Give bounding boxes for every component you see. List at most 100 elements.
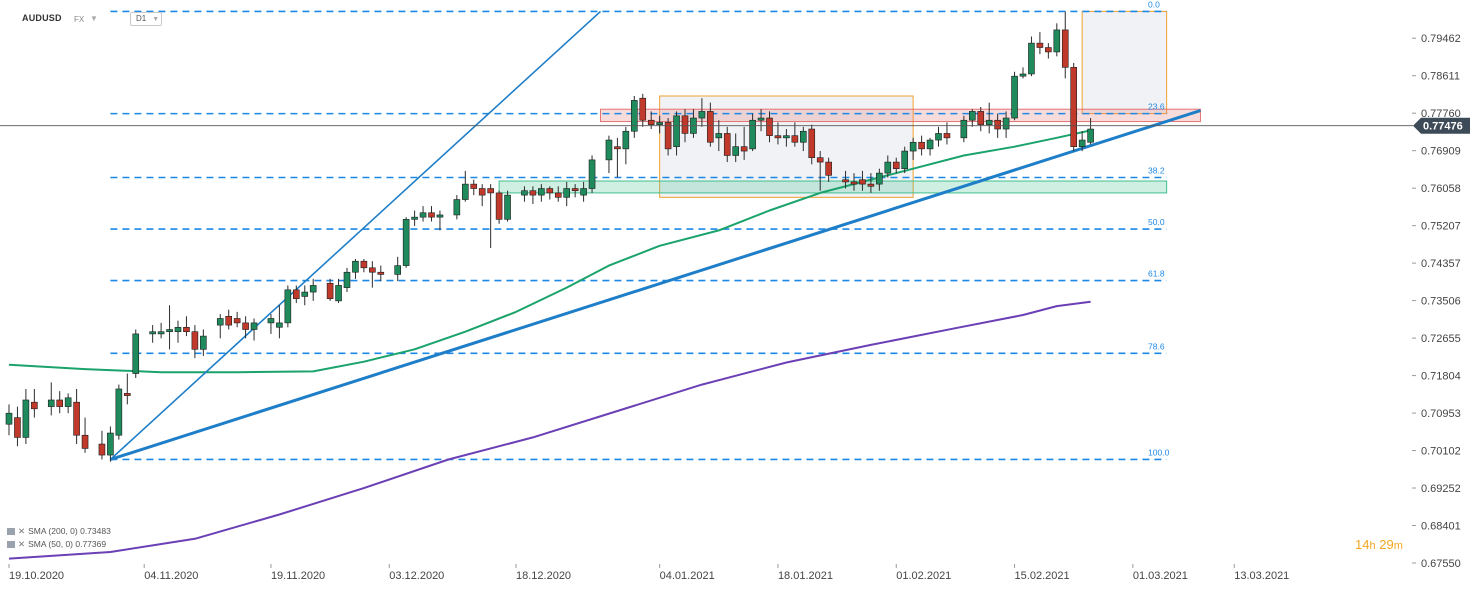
candle-body [783,135,790,139]
candle-body [478,188,486,196]
candle-body [926,139,934,150]
timeframe-label: D1 [136,14,147,23]
candle-body [64,397,72,407]
candle-body [884,161,892,174]
fib-level-label: 0.0 [1148,0,1160,9]
support-zone [498,180,1168,194]
candle-body [22,399,30,438]
sma200-line [8,300,1091,560]
y-tick-label: 0.75207 [1421,221,1461,233]
close-icon[interactable]: ✕ [18,526,26,536]
candle-body [867,183,875,187]
candle-body [546,188,554,194]
y-tick-label: 0.79462 [1421,33,1461,45]
fib-level-label: 23.6 [1148,102,1165,112]
y-tick-label: 0.70953 [1421,408,1461,420]
candle-body [233,318,241,324]
indicator-sma50[interactable]: ✕ SMA (50, 0) 0.77369 [7,538,106,550]
candle-body [985,119,993,125]
x-tick-label: 18.01.2021 [778,570,833,582]
settings-icon[interactable] [7,528,15,536]
candle-body [960,119,968,139]
y-tick-label: 0.68401 [1421,521,1461,533]
fib-level-label: 78.6 [1148,341,1165,351]
candle-body [529,190,537,196]
candle-body [352,260,359,273]
indicator-sma200[interactable]: ✕ SMA (200, 0) 0.73483 [7,525,111,537]
candle-body [977,111,985,125]
candle-body [5,412,13,425]
candle-body [715,133,723,139]
candle-body [1002,117,1010,130]
trendline-steep [109,10,602,461]
fib-level-label: 100.0 [1148,447,1170,457]
symbol-label[interactable]: AUDUSD [22,13,62,23]
current-price-tag [1413,117,1470,134]
x-tick-label: 19.10.2020 [9,570,64,582]
candle-body [816,157,824,163]
candle-body [360,260,368,269]
candle-body [850,181,858,185]
candle-body [808,128,816,158]
candle-body [157,331,165,335]
market-label: FX [74,15,85,24]
candle-body [56,399,64,407]
x-tick-label: 13.03.2021 [1234,570,1289,582]
chevron-down-icon[interactable]: ▼ [90,14,98,23]
candle-body [402,219,410,266]
candle-body [1011,75,1018,119]
candle-body [563,188,571,198]
indicator-sma50-label: SMA (50, 0) 0.77369 [28,539,107,549]
fib-level-label: 50.0 [1148,217,1165,227]
x-axis: 19.10.2020 04.11.2020 19.11.2020 03.12.2020… [8,564,1289,582]
x-tick-label: 04.11.2020 [144,570,198,582]
y-tick-label: 0.74357 [1421,258,1461,270]
candle-body [428,212,435,218]
candle-body [98,443,106,456]
close-icon[interactable]: ✕ [18,539,26,549]
candle-body [326,282,334,299]
y-tick-label: 0.76058 [1421,183,1461,195]
countdown-h: h [1369,540,1376,552]
indicator-sma200-label: SMA (200, 0) 0.73483 [28,526,111,536]
y-tick-label: 0.70102 [1421,446,1461,458]
fib-level-label: 61.8 [1148,269,1165,279]
candle-body [673,115,680,147]
trendline-layer [109,10,1201,461]
candle-body [1019,73,1027,77]
candle-body [419,212,427,218]
x-tick-label: 04.01.2021 [660,570,715,582]
countdown-m: m [1393,540,1403,552]
candle-body [622,130,630,150]
candle-body [200,335,207,350]
candle-body [968,111,976,121]
candle-body [935,133,942,141]
candle-body [1087,128,1094,143]
candle-body [267,318,275,324]
y-tick-label: 0.78611 [1421,71,1460,83]
candle-body [630,100,638,132]
timeframe-select[interactable]: D1 ▼ [130,12,162,26]
candle-body [73,401,80,436]
sma50-line [8,129,1091,374]
candle-body [453,199,461,216]
candle-body [309,285,317,293]
fibonacci-layer: 0.0 23.6 38.2 50.0 61.8 78.6 100.0 [110,0,1170,461]
candle-body [647,119,655,125]
candle-body [47,399,55,407]
candle-body [892,161,900,169]
candle-body [580,188,587,196]
candle-body [538,188,545,196]
candle-body [436,214,444,218]
candle-body [656,122,663,125]
y-tick-label: 0.67550 [1421,558,1461,570]
candle-body [225,315,232,326]
current-price-layer: 0.77476 [0,117,1470,134]
candle-body [943,133,951,139]
candle-body [723,133,731,156]
candle-body [411,216,418,220]
settings-icon[interactable] [7,541,15,549]
